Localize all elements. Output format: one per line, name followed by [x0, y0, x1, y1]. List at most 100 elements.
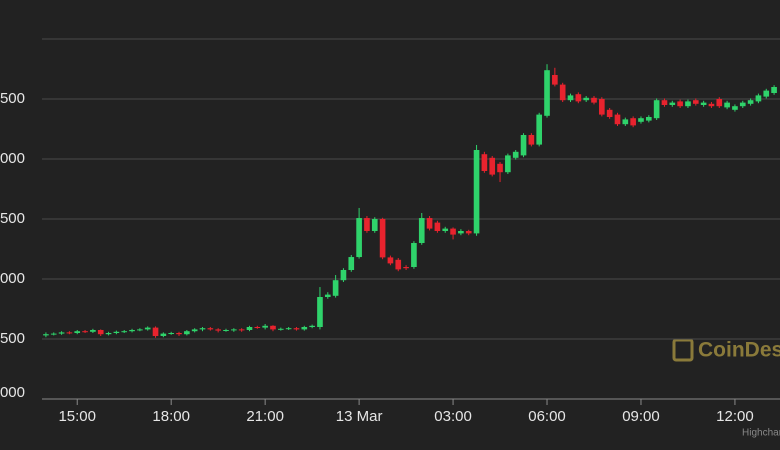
candle-body — [293, 328, 300, 330]
candle-body — [708, 103, 715, 107]
candle-body — [434, 222, 441, 231]
candle-body — [348, 257, 355, 270]
candle-body — [497, 163, 503, 173]
x-tick-label: 18:00 — [152, 408, 190, 425]
y-tick-label: 000 — [0, 270, 25, 287]
candle-body — [458, 231, 464, 234]
candle-body — [724, 102, 730, 108]
candle-body — [254, 327, 261, 328]
candle-body — [371, 219, 378, 231]
candle-body — [66, 332, 73, 334]
candle-body — [309, 325, 315, 327]
candle-body — [168, 333, 175, 334]
candle-body — [184, 331, 190, 335]
candle-body — [340, 270, 347, 281]
candle-body — [356, 218, 362, 258]
candle-body — [387, 257, 394, 264]
candle-body — [661, 100, 668, 105]
candle-body — [614, 114, 621, 125]
candle-body — [622, 119, 629, 125]
candle-body — [82, 331, 88, 333]
candle-body — [246, 327, 253, 330]
candle-body — [113, 331, 120, 333]
candle-body — [599, 99, 605, 115]
candle-body — [90, 330, 96, 332]
candle-body — [176, 333, 182, 335]
candle-body — [528, 135, 535, 145]
candle-body — [144, 327, 151, 330]
x-tick-label: 21:00 — [246, 408, 284, 425]
y-tick-label: 000 — [0, 384, 25, 401]
x-tick-label: 09:00 — [622, 408, 660, 425]
candle-body — [379, 219, 386, 258]
candle-body — [97, 330, 104, 335]
candle-body — [50, 333, 57, 335]
candle-body — [559, 84, 566, 101]
candle-body — [332, 280, 339, 296]
candle-body — [285, 328, 292, 330]
candle-body — [324, 294, 331, 297]
candle-body — [567, 95, 574, 101]
candle-body — [638, 118, 644, 122]
candle-body — [583, 97, 589, 101]
candle-body — [544, 70, 550, 116]
candle-body — [411, 243, 417, 267]
candle-body — [270, 325, 276, 330]
candle-body — [606, 109, 613, 117]
candle-body — [238, 329, 245, 331]
candle-body — [215, 329, 221, 331]
candle-body — [739, 102, 746, 107]
candle-body — [262, 325, 268, 328]
candle-body — [763, 90, 770, 97]
candle-body — [231, 329, 237, 331]
candle-body — [105, 333, 112, 335]
candle-body — [191, 329, 198, 332]
candle-body — [747, 100, 754, 104]
x-tick-label: 15:00 — [58, 408, 96, 425]
candle-body — [207, 328, 214, 330]
candle-body — [121, 331, 128, 333]
candle-body — [160, 333, 167, 336]
candle-body — [692, 100, 699, 104]
candle-body — [771, 87, 777, 93]
candle-body — [505, 155, 511, 173]
candle-body — [520, 135, 527, 156]
candle-body — [473, 150, 480, 234]
x-tick-label: 06:00 — [528, 408, 566, 425]
candle-body — [426, 218, 433, 229]
candle-body — [317, 297, 323, 327]
candle-body — [677, 101, 683, 107]
candle-body — [481, 154, 488, 171]
candle-body — [129, 330, 135, 332]
x-tick-label: 12:00 — [716, 408, 754, 425]
candle-body — [630, 118, 636, 126]
candle-body — [575, 94, 582, 102]
candle-body — [403, 267, 409, 269]
candle-body — [364, 218, 370, 231]
candle-body — [755, 95, 762, 102]
y-tick-label: 500 — [0, 210, 25, 227]
candle-body — [301, 327, 308, 330]
candle-body — [223, 330, 229, 331]
candle-body — [450, 228, 456, 235]
candle-body — [489, 157, 496, 175]
x-tick-label: 03:00 — [434, 408, 472, 425]
candle-body — [465, 231, 472, 234]
candle-body — [43, 334, 49, 336]
candle-body — [700, 102, 707, 105]
candle-body — [58, 332, 65, 334]
candle-body — [536, 114, 543, 145]
candle-body — [669, 102, 676, 105]
candle-body — [512, 151, 519, 158]
candle-body — [418, 218, 425, 243]
watermark-logo — [672, 338, 694, 362]
y-tick-label: 500 — [0, 330, 25, 347]
candle-body — [277, 328, 284, 330]
candle-body — [199, 328, 206, 330]
credits: Highchar — [742, 428, 780, 439]
candle-body — [137, 329, 143, 331]
candle-body — [716, 99, 723, 107]
candle-body — [732, 106, 738, 110]
candle-body — [442, 228, 449, 231]
